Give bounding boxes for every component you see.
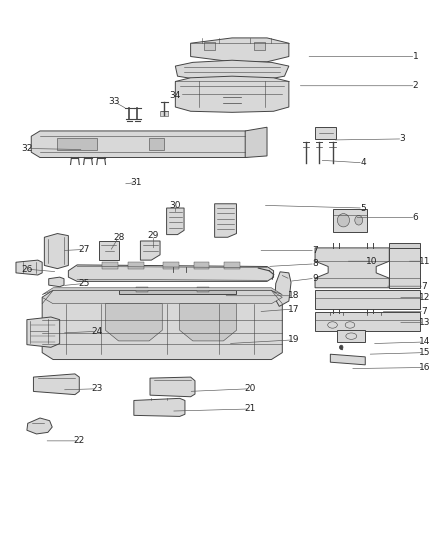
- Text: 7: 7: [421, 281, 427, 290]
- Polygon shape: [33, 374, 79, 394]
- Text: 11: 11: [418, 257, 430, 265]
- FancyBboxPatch shape: [194, 262, 209, 269]
- Text: 16: 16: [418, 363, 430, 372]
- Polygon shape: [175, 60, 289, 80]
- Text: 10: 10: [366, 257, 378, 265]
- Polygon shape: [245, 127, 267, 158]
- Polygon shape: [134, 398, 185, 416]
- Text: 30: 30: [170, 201, 181, 210]
- Polygon shape: [68, 265, 274, 281]
- FancyBboxPatch shape: [128, 262, 144, 269]
- Polygon shape: [191, 38, 289, 62]
- Text: 28: 28: [113, 233, 124, 242]
- Text: 2: 2: [413, 81, 418, 90]
- Text: 17: 17: [287, 304, 299, 313]
- Text: 14: 14: [419, 337, 430, 346]
- Polygon shape: [119, 290, 237, 294]
- Text: 1: 1: [413, 52, 418, 61]
- Polygon shape: [42, 290, 283, 304]
- Text: 23: 23: [91, 384, 102, 393]
- Polygon shape: [330, 354, 365, 365]
- Text: 20: 20: [244, 384, 255, 393]
- Text: 12: 12: [419, 293, 430, 302]
- Text: 24: 24: [91, 327, 102, 336]
- Text: 7: 7: [421, 307, 427, 316]
- Polygon shape: [44, 233, 68, 269]
- FancyBboxPatch shape: [102, 262, 118, 269]
- FancyBboxPatch shape: [254, 42, 265, 50]
- Text: 4: 4: [360, 158, 366, 167]
- Polygon shape: [166, 208, 184, 235]
- Polygon shape: [141, 241, 160, 260]
- Polygon shape: [106, 304, 162, 341]
- Text: 13: 13: [418, 318, 430, 327]
- Polygon shape: [27, 418, 52, 434]
- Polygon shape: [180, 304, 237, 341]
- Polygon shape: [175, 76, 289, 112]
- Ellipse shape: [339, 345, 343, 350]
- Polygon shape: [27, 317, 60, 348]
- Text: 21: 21: [244, 405, 255, 414]
- Text: 27: 27: [78, 245, 89, 254]
- Polygon shape: [42, 288, 283, 295]
- FancyBboxPatch shape: [204, 42, 215, 50]
- Text: 33: 33: [109, 97, 120, 106]
- Polygon shape: [389, 243, 420, 248]
- Text: 9: 9: [312, 273, 318, 282]
- FancyBboxPatch shape: [163, 262, 179, 269]
- Text: 7: 7: [312, 246, 318, 255]
- Text: 32: 32: [21, 144, 32, 153]
- FancyBboxPatch shape: [160, 111, 168, 116]
- Text: 22: 22: [74, 437, 85, 446]
- FancyBboxPatch shape: [57, 138, 97, 150]
- Ellipse shape: [337, 214, 350, 227]
- Polygon shape: [42, 290, 283, 360]
- FancyBboxPatch shape: [197, 287, 209, 292]
- Polygon shape: [315, 312, 420, 332]
- Polygon shape: [31, 131, 263, 158]
- Text: 5: 5: [360, 204, 366, 213]
- FancyBboxPatch shape: [337, 330, 365, 342]
- Text: 6: 6: [413, 213, 418, 222]
- Ellipse shape: [355, 215, 363, 225]
- Text: 8: 8: [312, 260, 318, 268]
- Text: 26: 26: [21, 265, 32, 273]
- Text: 15: 15: [418, 348, 430, 357]
- Polygon shape: [315, 248, 389, 288]
- Text: 18: 18: [287, 291, 299, 300]
- Text: 31: 31: [130, 178, 142, 187]
- Polygon shape: [215, 204, 237, 237]
- Text: 34: 34: [170, 91, 181, 100]
- Polygon shape: [16, 260, 42, 275]
- Text: 19: 19: [287, 335, 299, 344]
- Polygon shape: [389, 248, 420, 288]
- FancyBboxPatch shape: [224, 262, 240, 269]
- Polygon shape: [275, 272, 291, 306]
- Polygon shape: [332, 209, 367, 232]
- Polygon shape: [315, 290, 420, 309]
- Text: 29: 29: [148, 231, 159, 240]
- FancyBboxPatch shape: [149, 138, 164, 150]
- FancyBboxPatch shape: [315, 127, 336, 139]
- Text: 3: 3: [399, 134, 405, 143]
- Polygon shape: [150, 377, 195, 397]
- Polygon shape: [49, 277, 64, 287]
- FancyBboxPatch shape: [136, 287, 148, 292]
- Text: 25: 25: [78, 279, 89, 288]
- Polygon shape: [99, 241, 119, 260]
